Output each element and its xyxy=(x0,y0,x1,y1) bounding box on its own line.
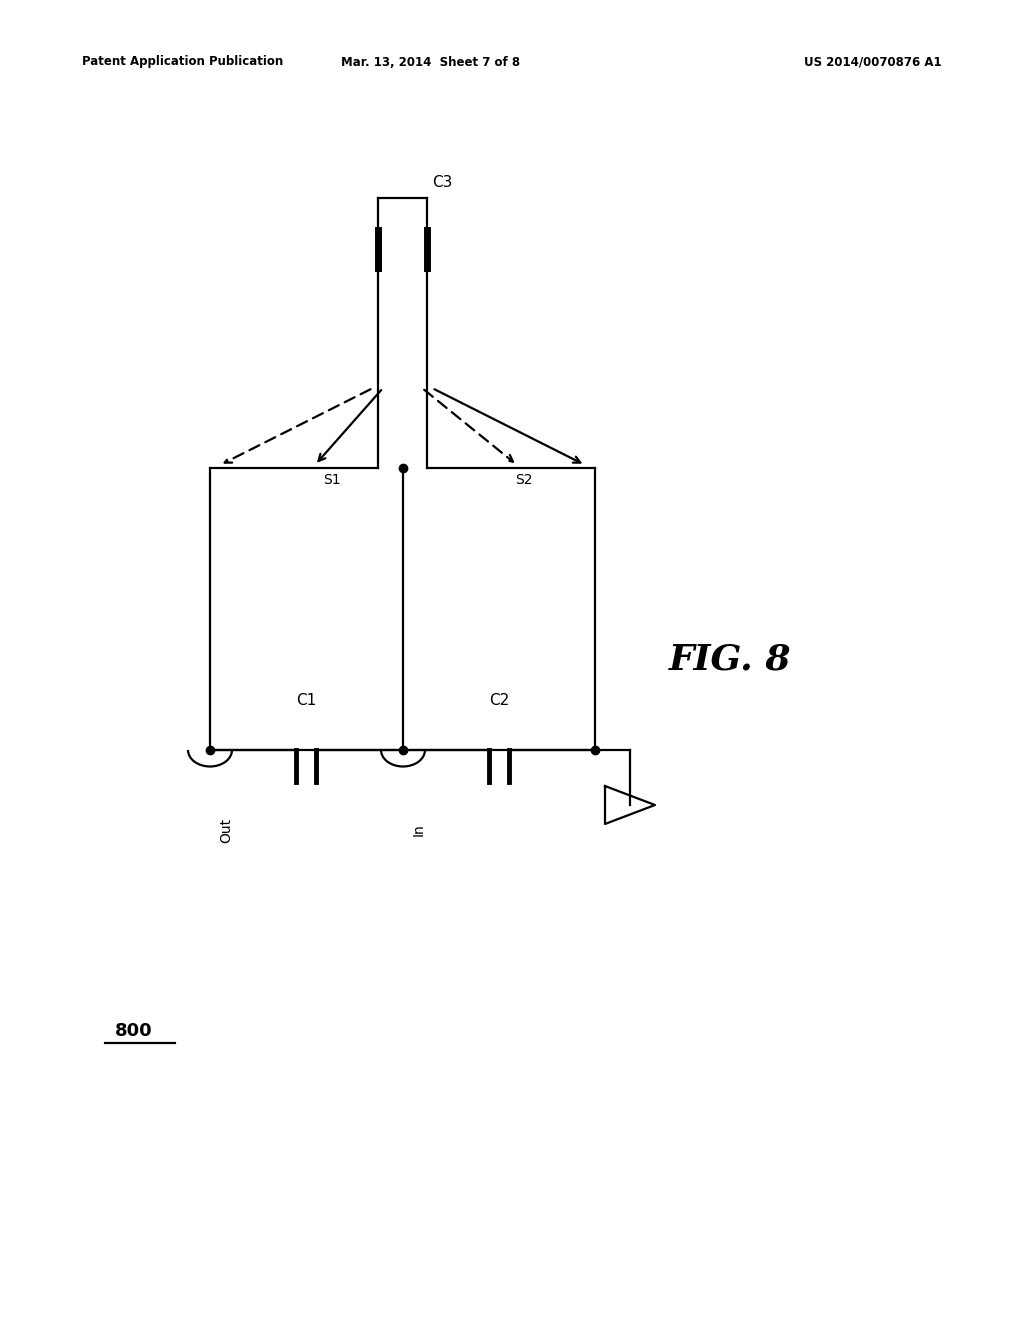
Text: Patent Application Publication: Patent Application Publication xyxy=(82,55,284,69)
Text: FIG. 8: FIG. 8 xyxy=(669,643,792,677)
Text: C1: C1 xyxy=(296,693,316,708)
Text: S1: S1 xyxy=(323,473,341,487)
Text: In: In xyxy=(412,824,426,837)
Text: Out: Out xyxy=(219,817,233,842)
Text: S2: S2 xyxy=(515,473,532,487)
Text: C3: C3 xyxy=(432,176,453,190)
Text: C2: C2 xyxy=(488,693,509,708)
Text: Mar. 13, 2014  Sheet 7 of 8: Mar. 13, 2014 Sheet 7 of 8 xyxy=(341,55,519,69)
Text: US 2014/0070876 A1: US 2014/0070876 A1 xyxy=(805,55,942,69)
Text: 800: 800 xyxy=(115,1022,153,1040)
